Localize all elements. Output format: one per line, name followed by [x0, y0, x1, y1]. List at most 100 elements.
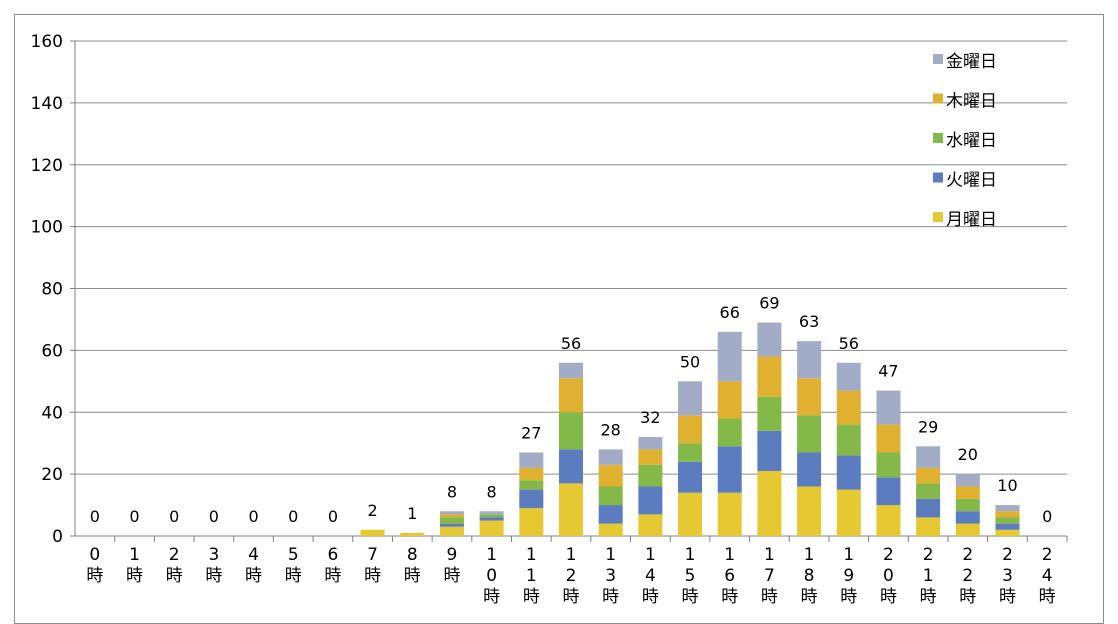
x-tick-label: 1 — [129, 545, 140, 565]
x-tick-label: 時 — [721, 587, 738, 607]
x-tick-label: 時 — [682, 587, 699, 607]
x-tick-label: 時 — [761, 587, 778, 607]
legend-entry: 火曜日 — [946, 171, 997, 191]
bars — [360, 322, 1020, 536]
data-label: 20 — [958, 445, 978, 464]
x-tick-label: 4 — [248, 545, 259, 565]
bar-segment — [955, 498, 980, 512]
bar-segment — [678, 492, 703, 536]
legend-swatch — [933, 54, 943, 64]
x-axis: 0時1時2時3時4時5時6時7時8時9時10時11時12時13時14時15時16… — [86, 536, 1068, 607]
y-tick-label: 20 — [41, 465, 63, 485]
bar-segment — [916, 517, 941, 536]
x-tick-label: 2 — [962, 566, 973, 586]
legend-swatch — [933, 172, 943, 183]
x-tick-label: 2 — [1002, 545, 1013, 565]
bar-segment — [638, 437, 663, 450]
bar-segment — [955, 474, 980, 487]
x-tick-label: 時 — [920, 587, 937, 607]
bar-segment — [439, 526, 464, 536]
bar-segment — [876, 424, 901, 453]
bar-segment — [916, 446, 941, 468]
bar-segment — [995, 523, 1020, 530]
bar-segment — [836, 489, 861, 536]
bar-segment — [916, 483, 941, 499]
legend-entry: 木曜日 — [946, 92, 997, 112]
bar-segment — [995, 517, 1020, 524]
bar-segment — [559, 412, 583, 450]
bar-segment — [797, 378, 822, 416]
bar-segment — [559, 449, 583, 484]
legend-entry: 金曜日 — [946, 52, 997, 72]
bar-segment — [638, 486, 663, 515]
bar-segment — [876, 390, 901, 425]
bar-segment — [876, 452, 901, 478]
bar-segment — [757, 396, 782, 431]
x-tick-label: 時 — [602, 587, 619, 607]
bar-segment — [360, 529, 385, 536]
x-tick-label: 2 — [566, 566, 577, 586]
x-tick-label: 時 — [126, 566, 143, 586]
data-label: 0 — [169, 507, 179, 526]
data-label: 8 — [487, 482, 497, 501]
bar-segment — [876, 477, 901, 506]
bar-segment — [995, 505, 1020, 512]
bar-segment — [439, 514, 464, 518]
data-label: 47 — [878, 362, 898, 381]
data-labels: 0 0 0 0 0 0 0 2 1 8 8 27 56 28 32 50 66 69 63 56 47 29 20 10 0 — [90, 294, 1053, 526]
bar-segment — [916, 467, 941, 484]
x-tick-label: 0 — [883, 566, 894, 586]
x-tick-label: 時 — [205, 566, 222, 586]
data-label: 32 — [640, 408, 660, 427]
bar-segment — [836, 424, 861, 456]
x-tick-label: 時 — [801, 587, 818, 607]
x-tick-label: 時 — [880, 587, 897, 607]
data-label: 0 — [90, 507, 100, 526]
y-tick-label: 60 — [41, 341, 63, 361]
y-tick-label: 0 — [52, 527, 63, 547]
x-tick-label: 1 — [526, 566, 537, 586]
x-tick-label: 時 — [324, 566, 341, 586]
data-label: 29 — [918, 417, 938, 436]
bar-segment — [638, 449, 663, 465]
bar-segment — [836, 390, 861, 425]
bar-segment — [797, 415, 822, 453]
gridlines — [75, 40, 1067, 537]
bar-segment — [559, 483, 583, 536]
bar-segment — [717, 492, 742, 536]
x-tick-label: 4 — [645, 566, 656, 586]
y-axis: 0 20 40 60 80 100 120 140 160 — [31, 32, 76, 547]
x-tick-label: 時 — [245, 566, 262, 586]
data-label: 63 — [799, 312, 819, 331]
data-label: 0 — [1042, 507, 1052, 526]
x-tick-label: 1 — [605, 545, 616, 565]
bar-segment — [400, 532, 425, 536]
data-label: 2 — [368, 501, 378, 520]
legend-swatch — [933, 133, 943, 143]
bar-segment — [955, 511, 980, 524]
bar-segment — [995, 529, 1020, 536]
x-tick-label: 6 — [328, 545, 339, 565]
bar-segment — [519, 452, 544, 468]
data-label: 56 — [561, 334, 581, 353]
bar-segment — [995, 511, 1020, 518]
data-label: 1 — [407, 504, 417, 523]
legend-swatch — [933, 93, 943, 104]
bar-segment — [757, 356, 782, 397]
x-tick-label: 0 — [89, 545, 100, 565]
x-tick-label: 7 — [367, 545, 378, 565]
x-tick-label: 4 — [1042, 566, 1053, 586]
x-tick-label: 1 — [923, 566, 934, 586]
x-tick-label: 3 — [605, 566, 616, 586]
x-tick-label: 8 — [804, 566, 815, 586]
x-tick-label: 1 — [764, 545, 775, 565]
bar-segment — [519, 489, 544, 509]
x-tick-label: 時 — [563, 587, 580, 607]
x-tick-label: 2 — [883, 545, 894, 565]
x-tick-label: 時 — [999, 587, 1016, 607]
bar-segment — [717, 331, 742, 382]
bar-segment — [598, 464, 623, 487]
bar-segment — [479, 520, 504, 536]
x-tick-label: 時 — [523, 587, 540, 607]
bar-segment — [757, 471, 782, 536]
